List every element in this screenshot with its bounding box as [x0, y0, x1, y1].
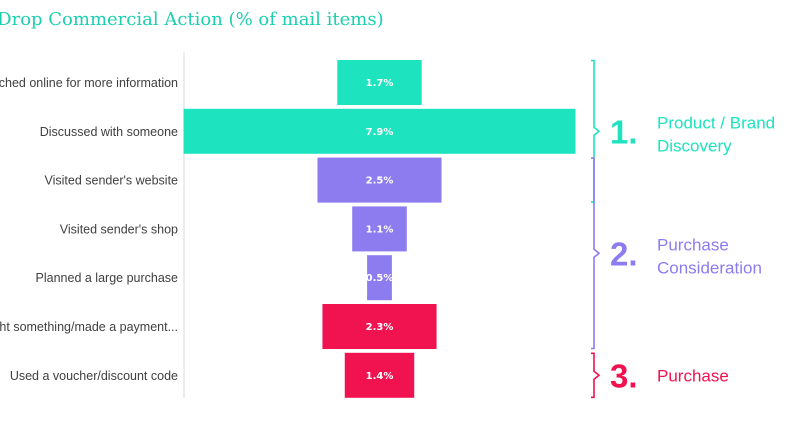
funnel-bar [337, 60, 422, 105]
data-label: 0.5% [366, 273, 394, 284]
funnel-bar [367, 255, 392, 301]
category-label: Planned a large purchase [36, 271, 179, 285]
category-label: Discussed with someone [40, 125, 178, 139]
funnel-bar [352, 206, 407, 252]
funnel-bar [317, 157, 442, 203]
stage-label: Purchase [657, 235, 729, 254]
stage-bracket [591, 157, 601, 350]
funnel-bar [322, 304, 437, 349]
stage-label: Discovery [657, 136, 732, 155]
stage-number: 2. [610, 235, 638, 272]
stage-number: 1. [610, 113, 638, 150]
stage-label: Consideration [657, 258, 762, 277]
data-label: 7.9% [366, 127, 394, 138]
data-label: 1.7% [366, 78, 394, 89]
data-label: 2.5% [366, 176, 394, 187]
data-label: 1.1% [366, 224, 394, 235]
stage-label: Purchase [657, 366, 729, 385]
stage-number: 3. [610, 357, 638, 394]
stage-bracket [591, 59, 601, 203]
data-label: 2.3% [366, 322, 394, 333]
category-label: Used a voucher/discount code [10, 369, 178, 383]
category-label: Visited sender's website [45, 174, 179, 188]
category-label: Visited sender's shop [60, 222, 178, 236]
stage-bracket [591, 352, 601, 399]
stage-label: Product / Brand [657, 113, 775, 132]
chart-title: or Drop Commercial Action (% of mail ite… [0, 9, 384, 30]
category-label: arched online for more information [0, 76, 178, 90]
funnel-bar [344, 352, 415, 398]
data-label: 1.4% [366, 371, 394, 382]
category-label: ght something/made a payment... [0, 320, 178, 334]
funnel-bar [183, 108, 576, 154]
